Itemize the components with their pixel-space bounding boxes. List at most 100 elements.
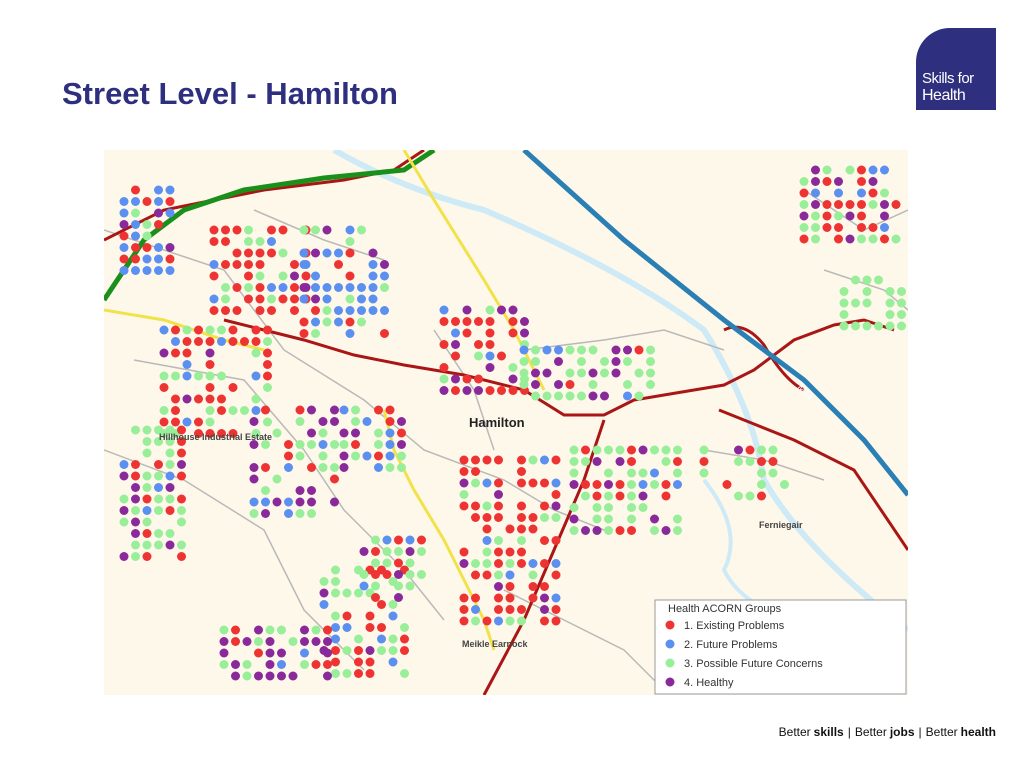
motorway-green — [104, 150, 436, 302]
dot — [377, 646, 386, 655]
footer-bold: health — [960, 725, 996, 739]
dot — [339, 463, 349, 472]
dot — [307, 440, 316, 449]
dot — [661, 526, 671, 535]
dot — [799, 211, 809, 221]
dot — [330, 463, 339, 472]
dot — [734, 457, 743, 466]
dot — [540, 605, 549, 614]
dot — [351, 451, 360, 461]
dot — [205, 337, 215, 346]
dot — [600, 368, 609, 378]
dot — [159, 406, 169, 415]
dot — [839, 310, 849, 319]
dot — [177, 517, 186, 527]
dot — [194, 394, 203, 404]
dot — [249, 417, 259, 426]
dot — [577, 345, 586, 355]
dot — [439, 305, 449, 315]
footer-bold: jobs — [889, 725, 915, 739]
dot — [323, 660, 332, 669]
dot — [699, 468, 709, 478]
dot — [311, 306, 320, 315]
dot — [244, 225, 253, 235]
dot — [154, 185, 163, 195]
legend-label: 3. Possible Future Concerns — [684, 658, 823, 670]
dot — [284, 509, 293, 518]
dot — [228, 383, 238, 392]
dot — [307, 405, 316, 415]
dot — [205, 325, 215, 335]
dot — [551, 593, 561, 603]
dot — [371, 558, 380, 568]
dot — [165, 471, 175, 481]
dot — [345, 329, 355, 338]
dot — [311, 294, 320, 304]
dot — [638, 491, 648, 501]
dot — [851, 321, 860, 331]
dot — [244, 294, 253, 304]
dot — [194, 325, 203, 335]
dot — [673, 468, 682, 478]
dot — [177, 506, 186, 515]
dot — [339, 451, 349, 461]
dot — [520, 317, 529, 326]
dot — [551, 455, 561, 465]
dot — [822, 211, 832, 221]
dot — [768, 445, 778, 455]
dot — [673, 445, 682, 455]
legend-label: 2. Future Problems — [684, 639, 778, 651]
dot — [482, 616, 492, 626]
dot — [119, 494, 129, 504]
dot — [482, 536, 492, 545]
dot — [249, 509, 259, 518]
logo-text: Skills for — [922, 70, 974, 87]
dot — [519, 368, 529, 378]
dot — [219, 625, 229, 635]
dot — [232, 225, 242, 235]
dot — [471, 501, 480, 511]
dot — [592, 503, 602, 512]
dot — [834, 177, 843, 186]
dot — [290, 271, 299, 281]
dot — [482, 478, 492, 488]
dot — [165, 540, 175, 550]
dot — [142, 437, 152, 446]
dot — [240, 337, 249, 346]
dot — [485, 351, 495, 361]
dot — [397, 428, 406, 438]
dot — [494, 501, 503, 511]
dot — [531, 357, 540, 366]
dot — [874, 275, 883, 285]
dot — [494, 559, 503, 568]
dot — [255, 306, 265, 315]
dot — [131, 425, 140, 435]
dot — [255, 237, 265, 246]
dot — [142, 483, 152, 492]
dot — [569, 468, 579, 478]
dot — [540, 616, 549, 626]
dot — [154, 425, 163, 435]
dot — [177, 552, 186, 561]
dot — [165, 185, 175, 195]
dot — [439, 363, 449, 372]
dot — [811, 211, 820, 221]
dot — [471, 559, 480, 568]
dot — [182, 360, 192, 369]
dot — [845, 165, 855, 175]
dot — [284, 451, 293, 461]
dot — [255, 294, 265, 304]
dot — [322, 283, 332, 292]
dot — [119, 506, 129, 515]
dot — [880, 200, 889, 209]
legend-box — [654, 599, 907, 695]
dot — [627, 445, 636, 455]
dot — [345, 271, 355, 281]
dot — [482, 570, 492, 580]
dot — [251, 394, 261, 404]
dot — [799, 223, 809, 232]
dot — [459, 467, 469, 476]
dot — [205, 348, 215, 358]
dot — [119, 254, 129, 264]
dot — [604, 526, 613, 535]
